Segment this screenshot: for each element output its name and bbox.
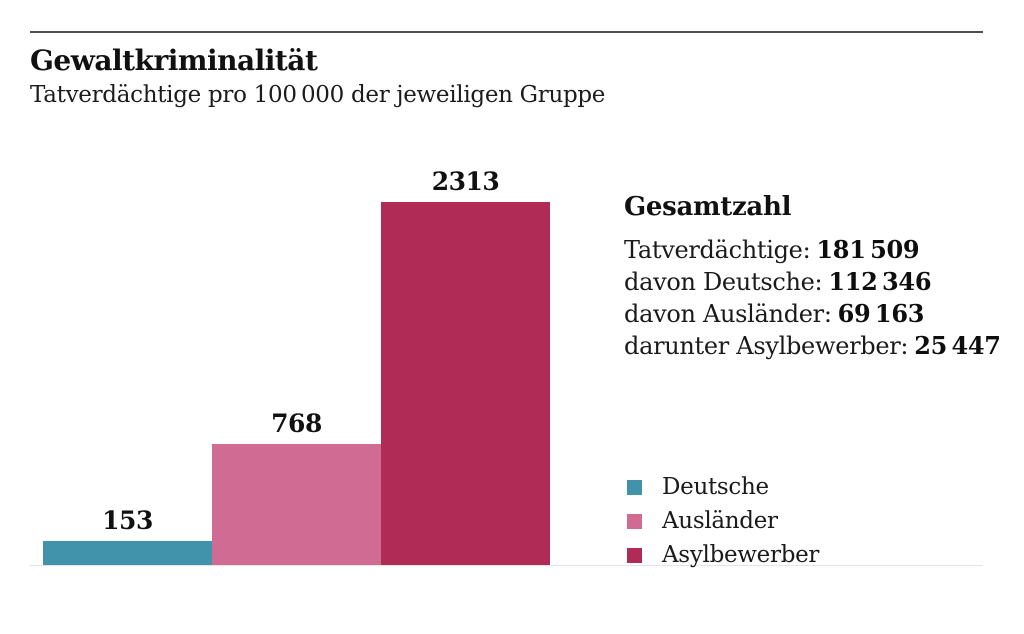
totals-value: 181 509	[816, 235, 920, 264]
legend: Deutsche Ausländer Asylbewerber	[627, 470, 819, 572]
bar-group-auslaender: 768	[212, 411, 381, 565]
totals-row: darunter Asylbewerber: 25 447	[624, 330, 1001, 362]
chart-subtitle: Tatverdächtige pro 100 000 der jeweilige…	[30, 82, 606, 108]
totals-value: 25 447	[914, 331, 1001, 360]
totals-label: darunter Asylbewerber:	[624, 332, 909, 360]
bar-group-asylbewerber: 2313	[381, 169, 550, 565]
legend-label: Asylbewerber	[662, 542, 820, 568]
legend-item-deutsche: Deutsche	[627, 470, 819, 504]
totals-row: Tatverdächtige: 181 509	[624, 234, 1001, 266]
top-rule	[30, 31, 983, 33]
bar-value-label: 2313	[431, 167, 500, 196]
chart-title: Gewaltkriminalität	[30, 44, 318, 77]
legend-swatch-deutsche-icon	[627, 479, 642, 495]
legend-swatch-asylbewerber-icon	[627, 547, 642, 563]
legend-label: Deutsche	[662, 474, 769, 500]
bar-chart: 153 768 2313	[43, 169, 550, 565]
legend-swatch-auslaender-icon	[627, 513, 642, 529]
legend-item-asylbewerber: Asylbewerber	[627, 538, 819, 572]
totals-block: Tatverdächtige: 181 509 davon Deutsche: 11…	[624, 234, 1001, 362]
bar-value-label: 768	[271, 409, 322, 438]
totals-label: davon Deutsche:	[624, 268, 823, 296]
legend-label: Ausländer	[662, 508, 778, 534]
totals-label: Tatverdächtige:	[624, 236, 811, 264]
chart-baseline	[30, 565, 983, 566]
totals-row: davon Deutsche: 112 346	[624, 266, 1001, 298]
bar-asylbewerber	[381, 202, 550, 565]
totals-value: 69 163	[837, 299, 925, 328]
bar-deutsche	[43, 541, 212, 565]
totals-value: 112 346	[828, 267, 932, 296]
bar-value-label: 153	[102, 506, 153, 535]
totals-label: davon Ausländer:	[624, 300, 832, 328]
legend-item-auslaender: Ausländer	[627, 504, 819, 538]
bar-auslaender	[212, 444, 381, 565]
totals-heading: Gesamtzahl	[624, 192, 792, 222]
bar-group-deutsche: 153	[43, 508, 212, 565]
totals-row: davon Ausländer: 69 163	[624, 298, 1001, 330]
